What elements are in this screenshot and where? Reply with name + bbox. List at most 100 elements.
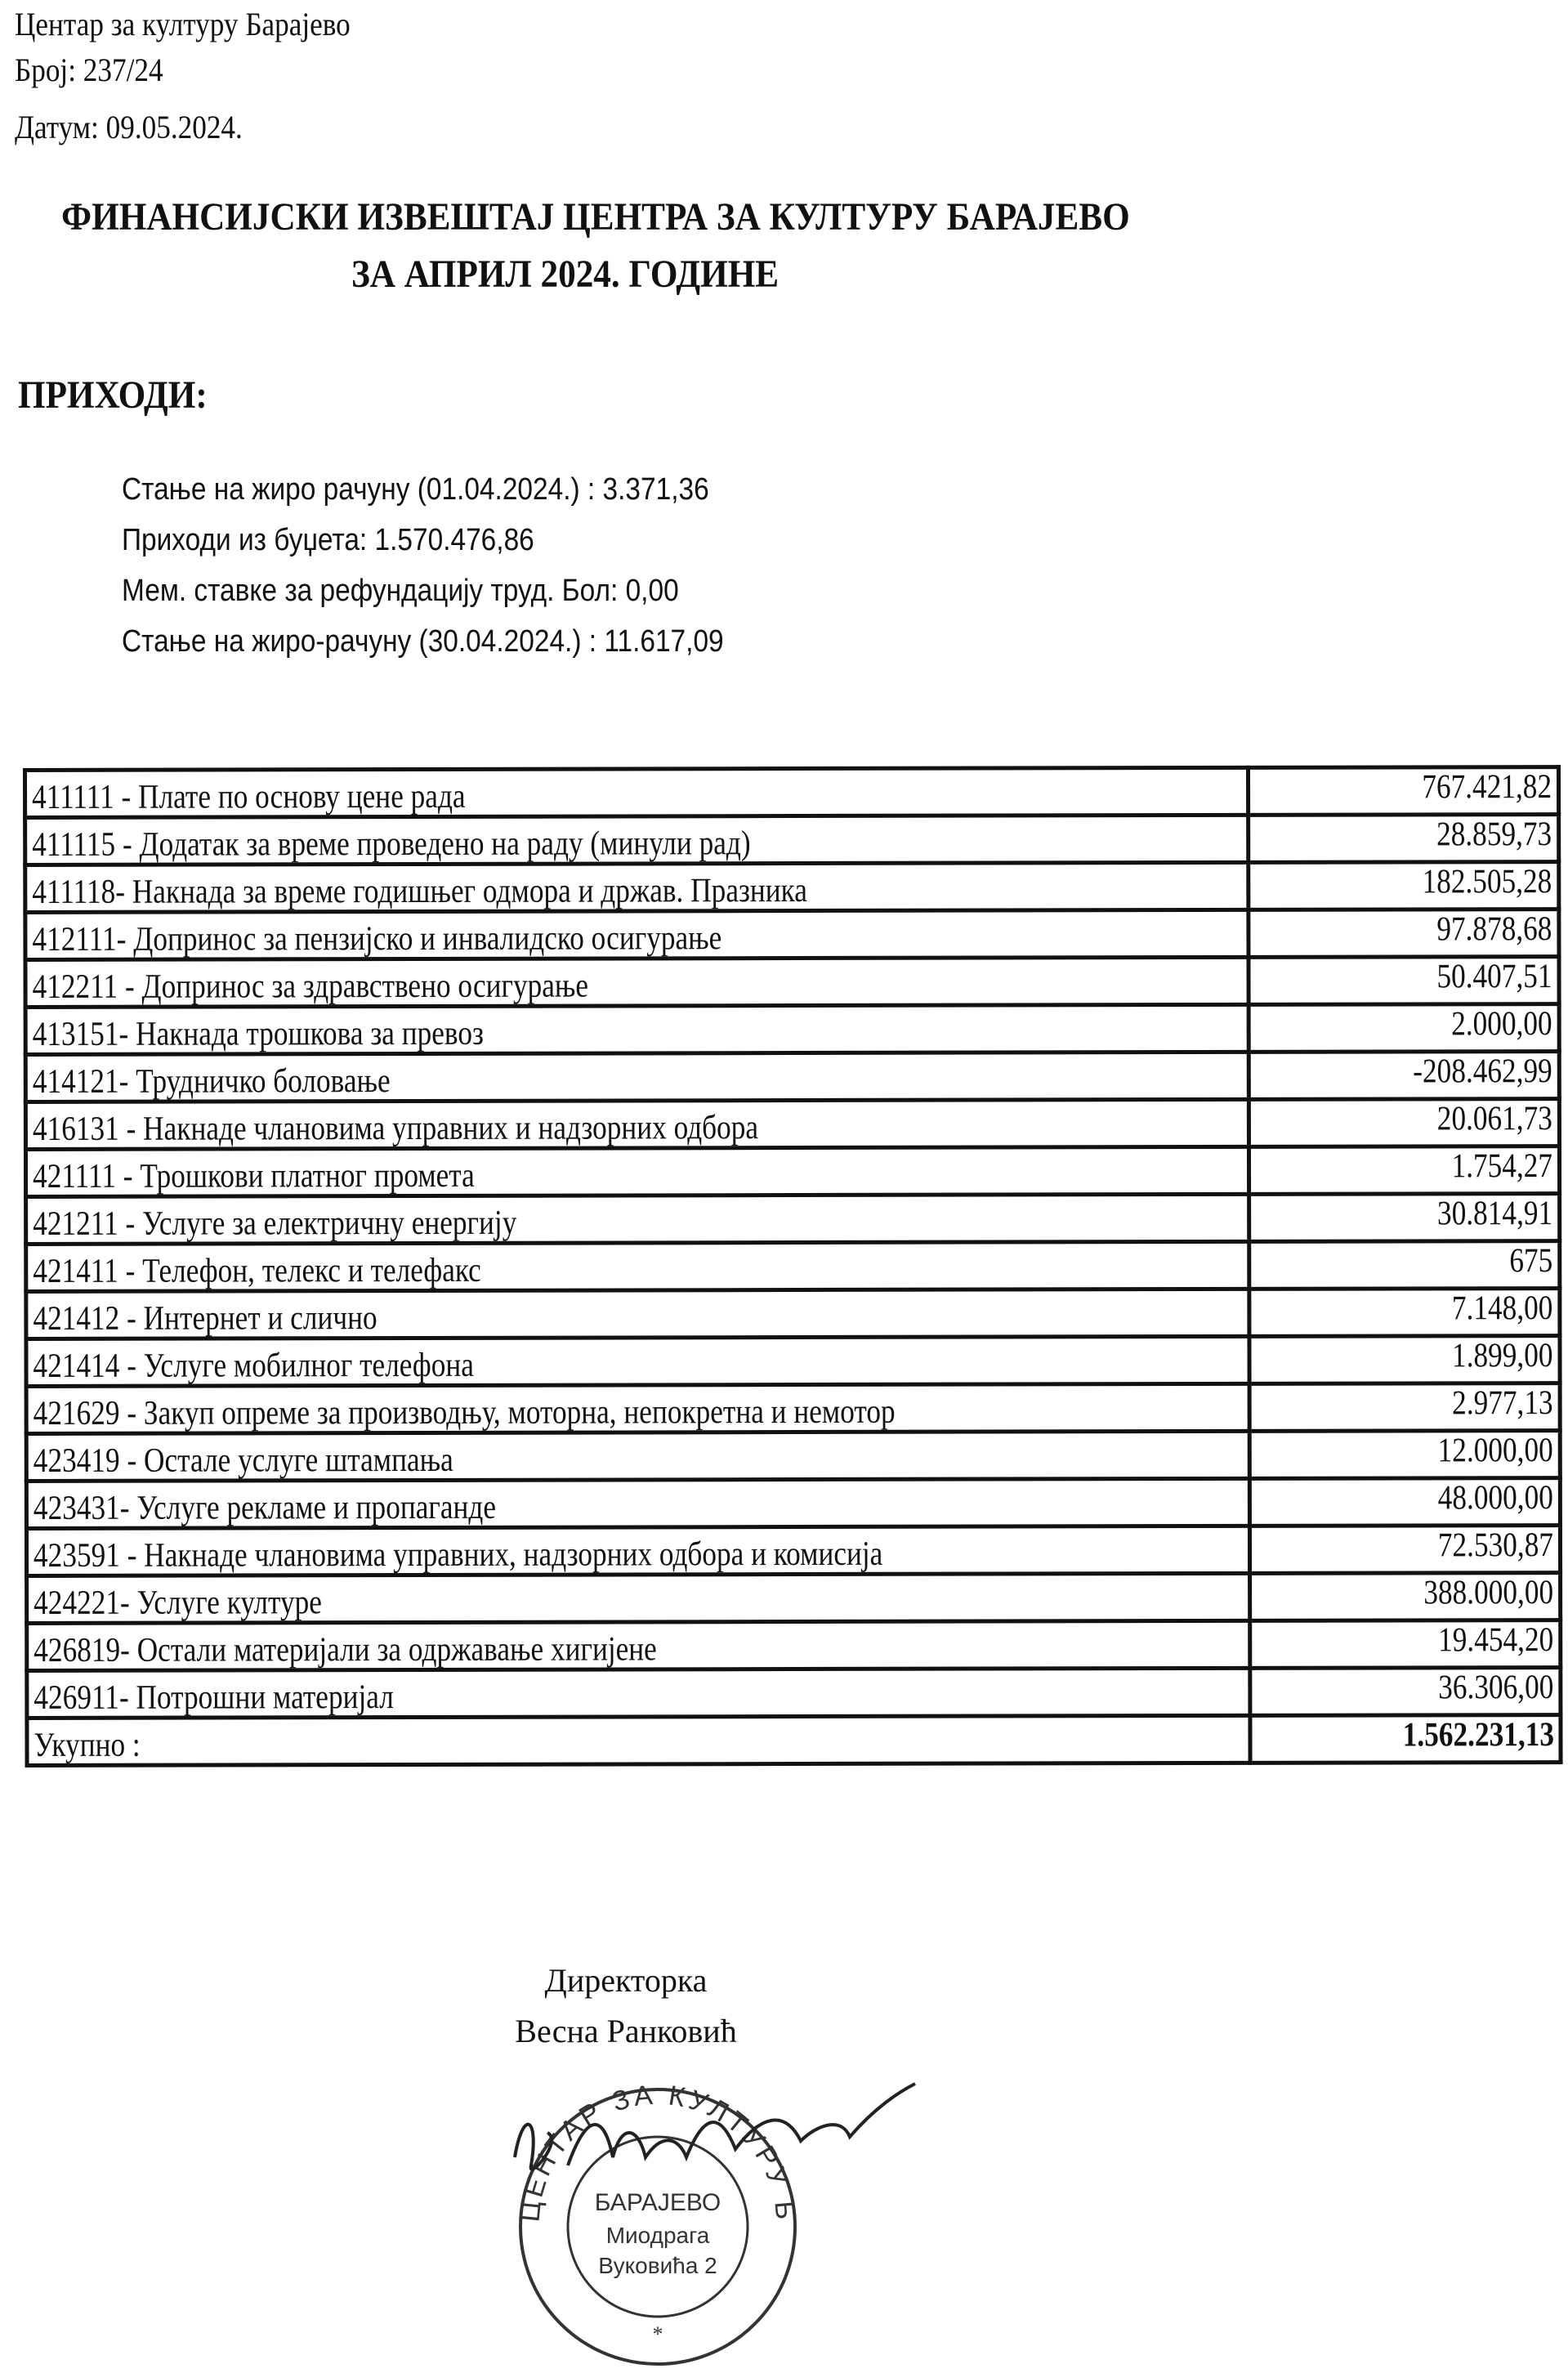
closing-balance: Стање на жиро-рачуну (30.04.2024.) : 11.…	[122, 624, 724, 659]
account-cell: 421629 - Закуп опреме за производњу, мот…	[26, 1383, 1250, 1434]
amount-cell: 767.421,82	[1248, 766, 1559, 816]
stamp-star-icon: *	[653, 2322, 663, 2346]
account-label: 426911- Потрошни материјал	[34, 1678, 394, 1717]
account-cell: 411115 - Додатак за време проведено на р…	[25, 815, 1249, 865]
amount-cell: 1.754,27	[1249, 1146, 1560, 1195]
amount-cell: 1.899,00	[1249, 1335, 1561, 1384]
amount-value: 1.899,00	[1451, 1337, 1553, 1375]
table-row: 423431- Услуге рекламе и пропаганде 48.00…	[26, 1477, 1561, 1529]
income-heading: ПРИХОДИ:	[18, 373, 208, 417]
table-row: 414121- Трудничко боловање -208.462,99	[25, 1051, 1560, 1102]
account-cell: 421211 - Услуге за електричну енергију	[25, 1194, 1249, 1245]
amount-value: 1.754,27	[1451, 1147, 1553, 1186]
expense-table: 411111 - Плате по основу цене рада 767.42…	[23, 765, 1563, 1767]
amount-value: 19.454,20	[1438, 1621, 1554, 1660]
table-row: 423419 - Остале услуге штампања 12.000,00	[26, 1430, 1561, 1481]
stamp: ЦЕНТАР ЗА КУЛТУРУ БАРАЈЕВО БАРАЈЕВО Миод…	[490, 2059, 797, 2366]
account-cell: 412111- Допринос за пензијско и инвалидс…	[25, 909, 1249, 960]
amount-cell: 20.061,73	[1249, 1098, 1560, 1147]
amount-value: 2.000,00	[1451, 1005, 1552, 1043]
amount-value: 30.814,91	[1436, 1195, 1553, 1233]
account-label: 423431- Услуге рекламе и пропаганде	[33, 1488, 497, 1527]
table-row: 411118- Накнада за време годишњег одмора…	[25, 861, 1559, 913]
amount-value: 50.407,51	[1436, 958, 1552, 996]
account-cell: 414121- Трудничко боловање	[25, 1052, 1249, 1102]
table-row: 424221- Услуге културе 388.000,00	[26, 1572, 1561, 1624]
table-row: 416131 - Накнаде члановима управних и на…	[25, 1098, 1560, 1150]
stamp-inner-line2: Миодрага	[606, 2223, 710, 2248]
amount-cell: -208.462,99	[1249, 1051, 1560, 1100]
amount-value: 388.000,00	[1423, 1574, 1554, 1612]
amount-value: 7.148,00	[1451, 1289, 1553, 1328]
table-row: 421111 - Трошкови платног промета 1.754,2…	[25, 1146, 1560, 1197]
amount-cell: 1.562.231,13	[1249, 1714, 1561, 1763]
table-row: 413151- Накнада трошкова за превоз 2.000,…	[25, 1003, 1560, 1055]
account-cell: 423591 - Накнаде члановима управних, над…	[26, 1526, 1250, 1576]
amount-value: 28.859,73	[1436, 816, 1552, 854]
account-cell: 426911- Потрошни материјал	[26, 1668, 1250, 1718]
signature-role: Директорка	[544, 1962, 708, 1999]
account-label: 412111- Допринос за пензијско и инвалидс…	[32, 919, 722, 959]
amount-value: 72.530,87	[1437, 1526, 1554, 1565]
table-row: 426911- Потрошни материјал 36.306,00	[26, 1667, 1561, 1718]
account-cell: 421411 - Телефон, телекс и телефакс	[25, 1241, 1249, 1292]
account-cell: 412211 - Допринос за здравствено осигура…	[25, 957, 1249, 1008]
amount-value: 1.562.231,13	[1402, 1716, 1554, 1754]
amount-value: -208.462,99	[1413, 1052, 1552, 1091]
memo-items: Мем. ставке за рефундацију труд. Бол: 0,…	[122, 574, 679, 608]
amount-value: 182.505,28	[1422, 863, 1552, 901]
account-label: Укупно :	[34, 1726, 141, 1764]
amount-value: 767.421,82	[1422, 768, 1552, 807]
table-row: 421414 - Услуге мобилног телефона 1.899,0…	[25, 1335, 1561, 1387]
amount-cell: 2.000,00	[1249, 1003, 1560, 1052]
account-label: 423591 - Накнаде члановима управних, над…	[33, 1535, 883, 1575]
amount-cell: 675	[1249, 1240, 1560, 1289]
table-row: 412211 - Допринос за здравствено осигура…	[25, 956, 1560, 1008]
amount-cell: 2.977,13	[1249, 1383, 1561, 1432]
table-row: 421411 - Телефон, телекс и телефакс 675	[25, 1240, 1560, 1292]
amount-value: 36.306,00	[1438, 1669, 1554, 1707]
account-label: 421412 - Интернет и слично	[33, 1299, 377, 1338]
account-cell: 421412 - Интернет и слично	[25, 1289, 1249, 1339]
amount-cell: 50.407,51	[1248, 956, 1560, 1005]
amount-cell: 30.814,91	[1249, 1193, 1560, 1242]
amount-cell: 36.306,00	[1249, 1667, 1561, 1716]
amount-cell: 12.000,00	[1249, 1430, 1561, 1479]
table-row: 411111 - Плате по основу цене рада 767.42…	[25, 766, 1559, 818]
total-row: Укупно : 1.562.231,13	[26, 1714, 1561, 1766]
account-label: 411118- Накнада за време годишњег одмора…	[32, 871, 807, 911]
amount-cell: 182.505,28	[1248, 861, 1559, 910]
account-label: 412211 - Допринос за здравствено осигура…	[32, 967, 589, 1006]
account-cell: 411118- Накнада за време годишњег одмора…	[25, 862, 1249, 913]
document-number: Број: 237/24	[15, 51, 163, 88]
amount-cell: 7.148,00	[1249, 1288, 1560, 1337]
table-row: 421412 - Интернет и слично 7.148,00	[25, 1288, 1560, 1339]
table-row: 421211 - Услуге за електричну енергију 30…	[25, 1193, 1560, 1245]
account-cell: 423431- Услуге рекламе и пропаганде	[26, 1478, 1250, 1529]
amount-value: 2.977,13	[1452, 1384, 1553, 1423]
table-row: 423591 - Накнаде члановима управних, над…	[26, 1525, 1561, 1576]
report-title-line1: ФИНАНСИЈСКИ ИЗВЕШТАЈ ЦЕНТРА ЗА КУЛТУРУ Б…	[61, 195, 1130, 239]
amount-cell: 48.000,00	[1249, 1477, 1561, 1526]
opening-balance: Стање на жиро рачуну (01.04.2024.) : 3.3…	[122, 472, 709, 507]
account-label: 414121- Трудничко боловање	[32, 1062, 391, 1101]
amount-cell: 388.000,00	[1249, 1572, 1561, 1621]
account-cell: Укупно :	[26, 1715, 1251, 1766]
account-cell: 421111 - Трошкови платног промета	[25, 1146, 1249, 1197]
report-title-line2: ЗА АПРИЛ 2024. ГОДИНЕ	[351, 252, 780, 296]
amount-cell: 19.454,20	[1249, 1620, 1561, 1669]
account-cell: 421414 - Услуге мобилног телефона	[25, 1336, 1250, 1387]
table-row: 426819- Остали материјали за одржавање х…	[26, 1620, 1561, 1671]
table-row: 412111- Допринос за пензијско и инвалидс…	[25, 909, 1559, 960]
amount-cell: 72.530,87	[1249, 1525, 1561, 1574]
account-label: 416131 - Накнаде члановима управних и на…	[32, 1109, 759, 1148]
account-label: 421414 - Услуге мобилног телефона	[33, 1346, 474, 1385]
account-cell: 411111 - Плате по основу цене рада	[25, 767, 1249, 818]
account-label: 413151- Накнада трошкова за превоз	[32, 1014, 484, 1053]
stamp-inner-line3: Вуковића 2	[598, 2253, 717, 2278]
signature-name: Весна Ранковић	[515, 2013, 737, 2049]
amount-value: 97.878,68	[1436, 910, 1552, 949]
amount-value: 12.000,00	[1437, 1432, 1553, 1470]
stamp-inner-line1: БАРАЈЕВО	[595, 2189, 721, 2216]
amount-value: 20.061,73	[1436, 1100, 1552, 1138]
